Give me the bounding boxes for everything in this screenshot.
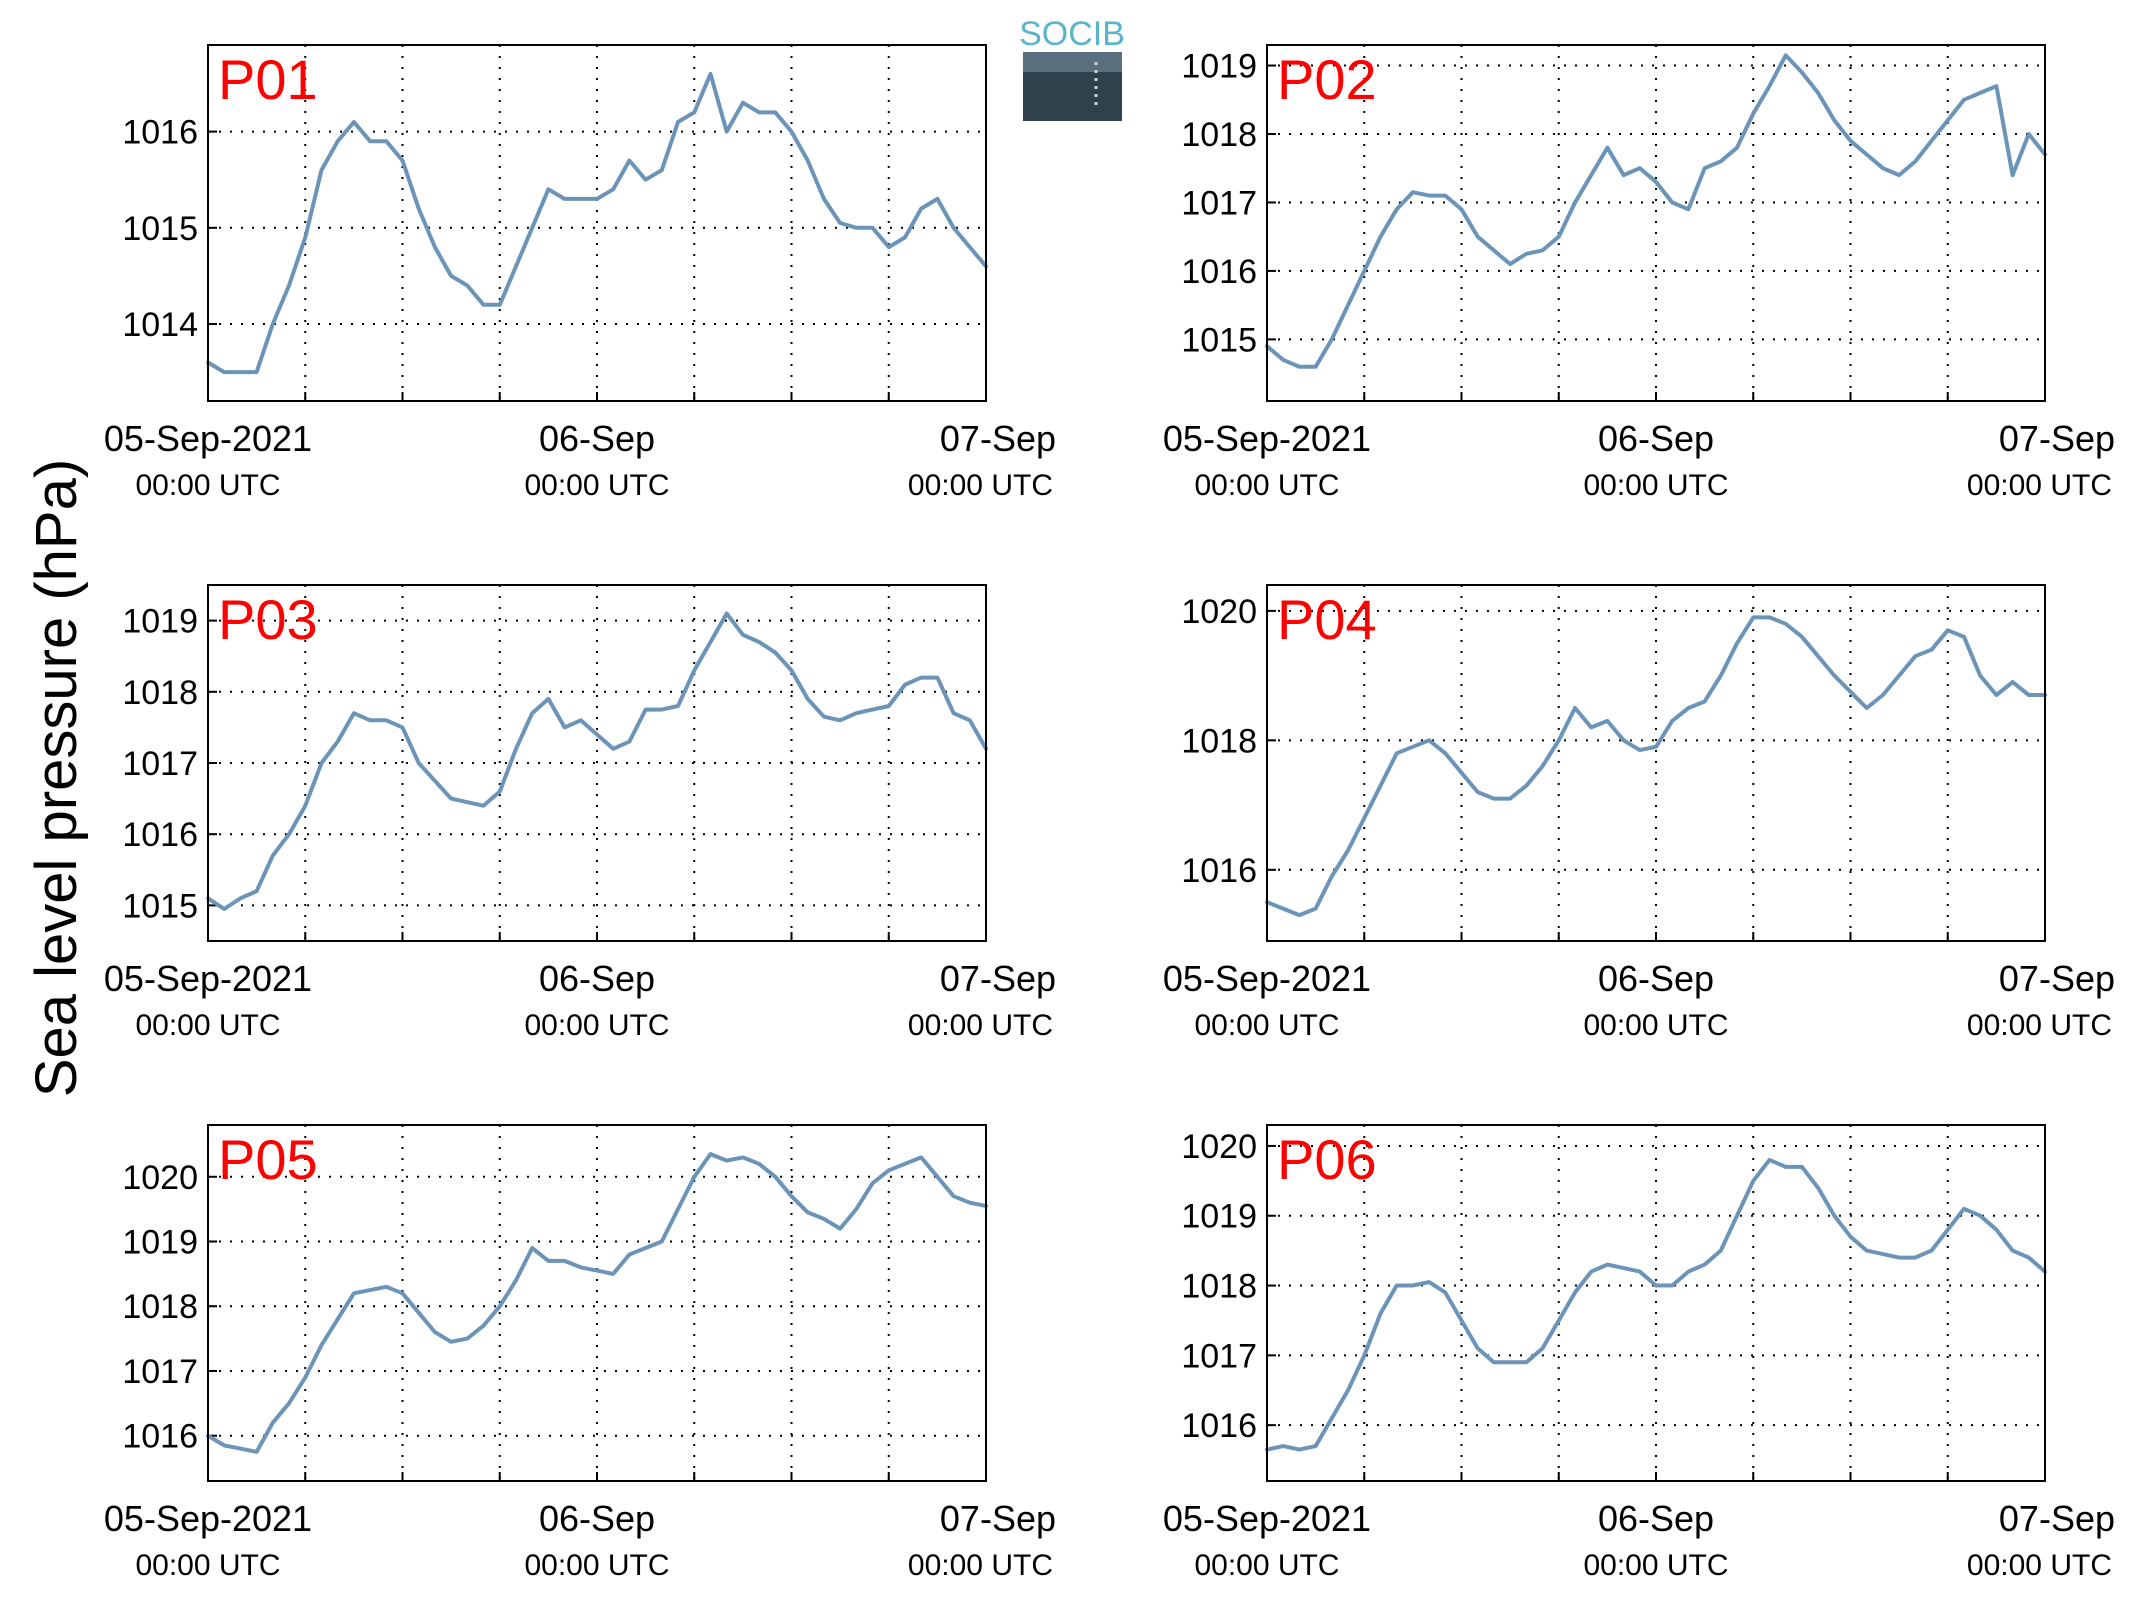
- y-tick-label: 1019: [122, 1224, 198, 1262]
- x-tick-sublabel: 00:00 UTC: [1583, 1549, 1728, 1582]
- y-tick-label: 1016: [1181, 852, 1257, 890]
- socib-logo-band: [1023, 52, 1122, 72]
- x-tick-sublabel: 00:00 UTC: [135, 469, 280, 502]
- x-tick-sublabel: 00:00 UTC: [1583, 469, 1728, 502]
- y-tick-label: 1016: [1181, 253, 1257, 291]
- series-line: [1265, 53, 2047, 369]
- x-tick-label: 05-Sep-2021: [1163, 1498, 1371, 1539]
- y-axis-label: Sea level pressure (hPa): [24, 459, 89, 1097]
- x-tick-sublabel: 00:00 UTC: [1967, 1549, 2112, 1582]
- panel-label: P04: [1277, 588, 1377, 651]
- x-tick-sublabel: 00:00 UTC: [908, 1549, 1053, 1582]
- plot-frame: [207, 44, 987, 402]
- panel-p04: 1016 1018 1020 P04 05-Sep-2021 00:00 UTC 06-Se…: [1163, 584, 2115, 1042]
- panel-label: P01: [218, 48, 318, 111]
- plot-frame: [1266, 584, 2046, 942]
- x-tick-sublabel: 00:00 UTC: [524, 1549, 669, 1582]
- x-tick-label: 05-Sep-2021: [104, 958, 312, 999]
- x-tick-label: 07-Sep: [1999, 1498, 2115, 1539]
- x-tick-label: 05-Sep-2021: [1163, 418, 1371, 459]
- panel-p05: 1016 1017 1018 1019 1020 P05 05-Sep-2021 00:00 …: [104, 1124, 1056, 1582]
- x-tick-label: 07-Sep: [940, 418, 1056, 459]
- y-tick-label: 1017: [122, 1353, 198, 1391]
- y-tick-label: 1016: [1181, 1407, 1257, 1445]
- plot-frame: [1266, 44, 2046, 402]
- x-tick-label: 06-Sep: [1598, 1498, 1714, 1539]
- panel-p01: 1014 1015 1016 P01 05-Sep-2021 00:00 UTC 06-Se…: [104, 44, 1056, 502]
- x-tick-sublabel: 00:00 UTC: [524, 1009, 669, 1042]
- x-tick-sublabel: 00:00 UTC: [1967, 469, 2112, 502]
- y-tick-label: 1016: [122, 1418, 198, 1456]
- socib-logo: SOCIB: [1019, 15, 1125, 121]
- x-tick-label: 07-Sep: [940, 958, 1056, 999]
- series-line: [206, 1152, 988, 1454]
- x-tick-label: 06-Sep: [539, 1498, 655, 1539]
- x-tick-sublabel: 00:00 UTC: [1194, 1549, 1339, 1582]
- plot-frame: [1266, 1124, 2046, 1482]
- y-tick-label: 1019: [122, 603, 198, 641]
- panel-label: P05: [218, 1128, 318, 1191]
- x-tick-sublabel: 00:00 UTC: [908, 1009, 1053, 1042]
- y-tick-label: 1017: [122, 745, 198, 783]
- x-tick-sublabel: 00:00 UTC: [1194, 1009, 1339, 1042]
- plot-frame: [207, 1124, 987, 1482]
- y-tick-label: 1014: [122, 306, 198, 344]
- x-tick-label: 06-Sep: [539, 958, 655, 999]
- y-tick-label: 1020: [1181, 593, 1257, 631]
- x-tick-sublabel: 00:00 UTC: [1967, 1009, 2112, 1042]
- series-line: [206, 611, 988, 911]
- series-line: [1265, 1157, 2047, 1452]
- x-tick-label: 07-Sep: [940, 1498, 1056, 1539]
- y-tick-label: 1020: [1181, 1128, 1257, 1166]
- y-tick-label: 1018: [1181, 116, 1257, 154]
- y-tick-label: 1015: [1181, 321, 1257, 359]
- y-tick-label: 1018: [122, 1288, 198, 1326]
- socib-logo-text: SOCIB: [1019, 15, 1125, 53]
- x-tick-sublabel: 00:00 UTC: [1583, 1009, 1728, 1042]
- x-tick-sublabel: 00:00 UTC: [135, 1009, 280, 1042]
- y-tick-label: 1019: [1181, 1198, 1257, 1236]
- x-tick-label: 06-Sep: [1598, 418, 1714, 459]
- y-tick-label: 1018: [1181, 1268, 1257, 1306]
- x-tick-label: 07-Sep: [1999, 958, 2115, 999]
- x-tick-label: 07-Sep: [1999, 418, 2115, 459]
- x-tick-label: 05-Sep-2021: [104, 1498, 312, 1539]
- x-tick-label: 05-Sep-2021: [104, 418, 312, 459]
- y-tick-label: 1015: [122, 887, 198, 925]
- y-tick-label: 1017: [1181, 184, 1257, 222]
- x-tick-label: 06-Sep: [539, 418, 655, 459]
- panel-label: P06: [1277, 1128, 1377, 1191]
- y-tick-label: 1017: [1181, 1337, 1257, 1375]
- y-tick-label: 1020: [122, 1159, 198, 1197]
- x-tick-label: 06-Sep: [1598, 958, 1714, 999]
- y-tick-label: 1015: [122, 210, 198, 248]
- x-tick-label: 05-Sep-2021: [1163, 958, 1371, 999]
- y-tick-label: 1018: [122, 674, 198, 712]
- panel-label: P02: [1277, 48, 1377, 111]
- x-tick-sublabel: 00:00 UTC: [908, 469, 1053, 502]
- y-tick-label: 1018: [1181, 722, 1257, 760]
- x-tick-sublabel: 00:00 UTC: [1194, 469, 1339, 502]
- y-tick-label: 1016: [122, 816, 198, 854]
- panel-label: P03: [218, 588, 318, 651]
- x-tick-sublabel: 00:00 UTC: [135, 1549, 280, 1582]
- x-tick-sublabel: 00:00 UTC: [524, 469, 669, 502]
- panel-p02: 1015 1016 1017 1018 1019 P02 05-Sep-2021 00:00 …: [1163, 44, 2115, 502]
- y-tick-label: 1016: [122, 114, 198, 152]
- plot-frame: [207, 584, 987, 942]
- y-tick-label: 1019: [1181, 48, 1257, 86]
- panel-p06: 1016 1017 1018 1019 1020 P06 05-Sep-2021 00:00 …: [1163, 1124, 2115, 1582]
- series-line: [1265, 615, 2047, 918]
- series-line: [206, 71, 988, 375]
- panel-p03: 1015 1016 1017 1018 1019 P03 05-Sep-2021 00:00 …: [104, 584, 1056, 1042]
